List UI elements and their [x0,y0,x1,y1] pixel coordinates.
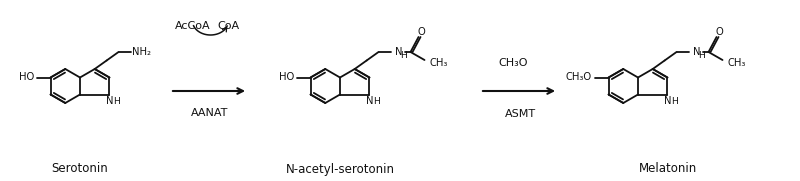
Text: N: N [366,96,373,106]
Text: CoA: CoA [217,21,239,31]
Text: H: H [698,52,706,60]
Text: Melatonin: Melatonin [639,163,697,176]
Text: HO: HO [18,73,34,83]
Text: H: H [374,97,380,106]
Text: NH₂: NH₂ [131,47,150,57]
Text: ASMT: ASMT [505,109,535,119]
Text: H: H [671,97,678,106]
Text: H: H [114,97,120,106]
Text: O: O [716,27,723,37]
Text: CH₃O: CH₃O [566,73,592,83]
Text: Serotonin: Serotonin [52,163,108,176]
Text: HO: HO [278,73,294,83]
Text: N: N [693,47,700,57]
Text: N: N [664,96,671,106]
Text: N: N [394,47,402,57]
Text: O: O [418,27,426,37]
Text: N-acetyl-serotonin: N-acetyl-serotonin [286,163,394,176]
Text: CH₃O: CH₃O [498,58,528,68]
Text: CH₃: CH₃ [727,58,746,68]
Text: CH₃: CH₃ [430,58,448,68]
Text: H: H [401,52,407,60]
Text: AANAT: AANAT [191,108,229,118]
Text: N: N [106,96,113,106]
Text: AcCoA: AcCoA [175,21,211,31]
